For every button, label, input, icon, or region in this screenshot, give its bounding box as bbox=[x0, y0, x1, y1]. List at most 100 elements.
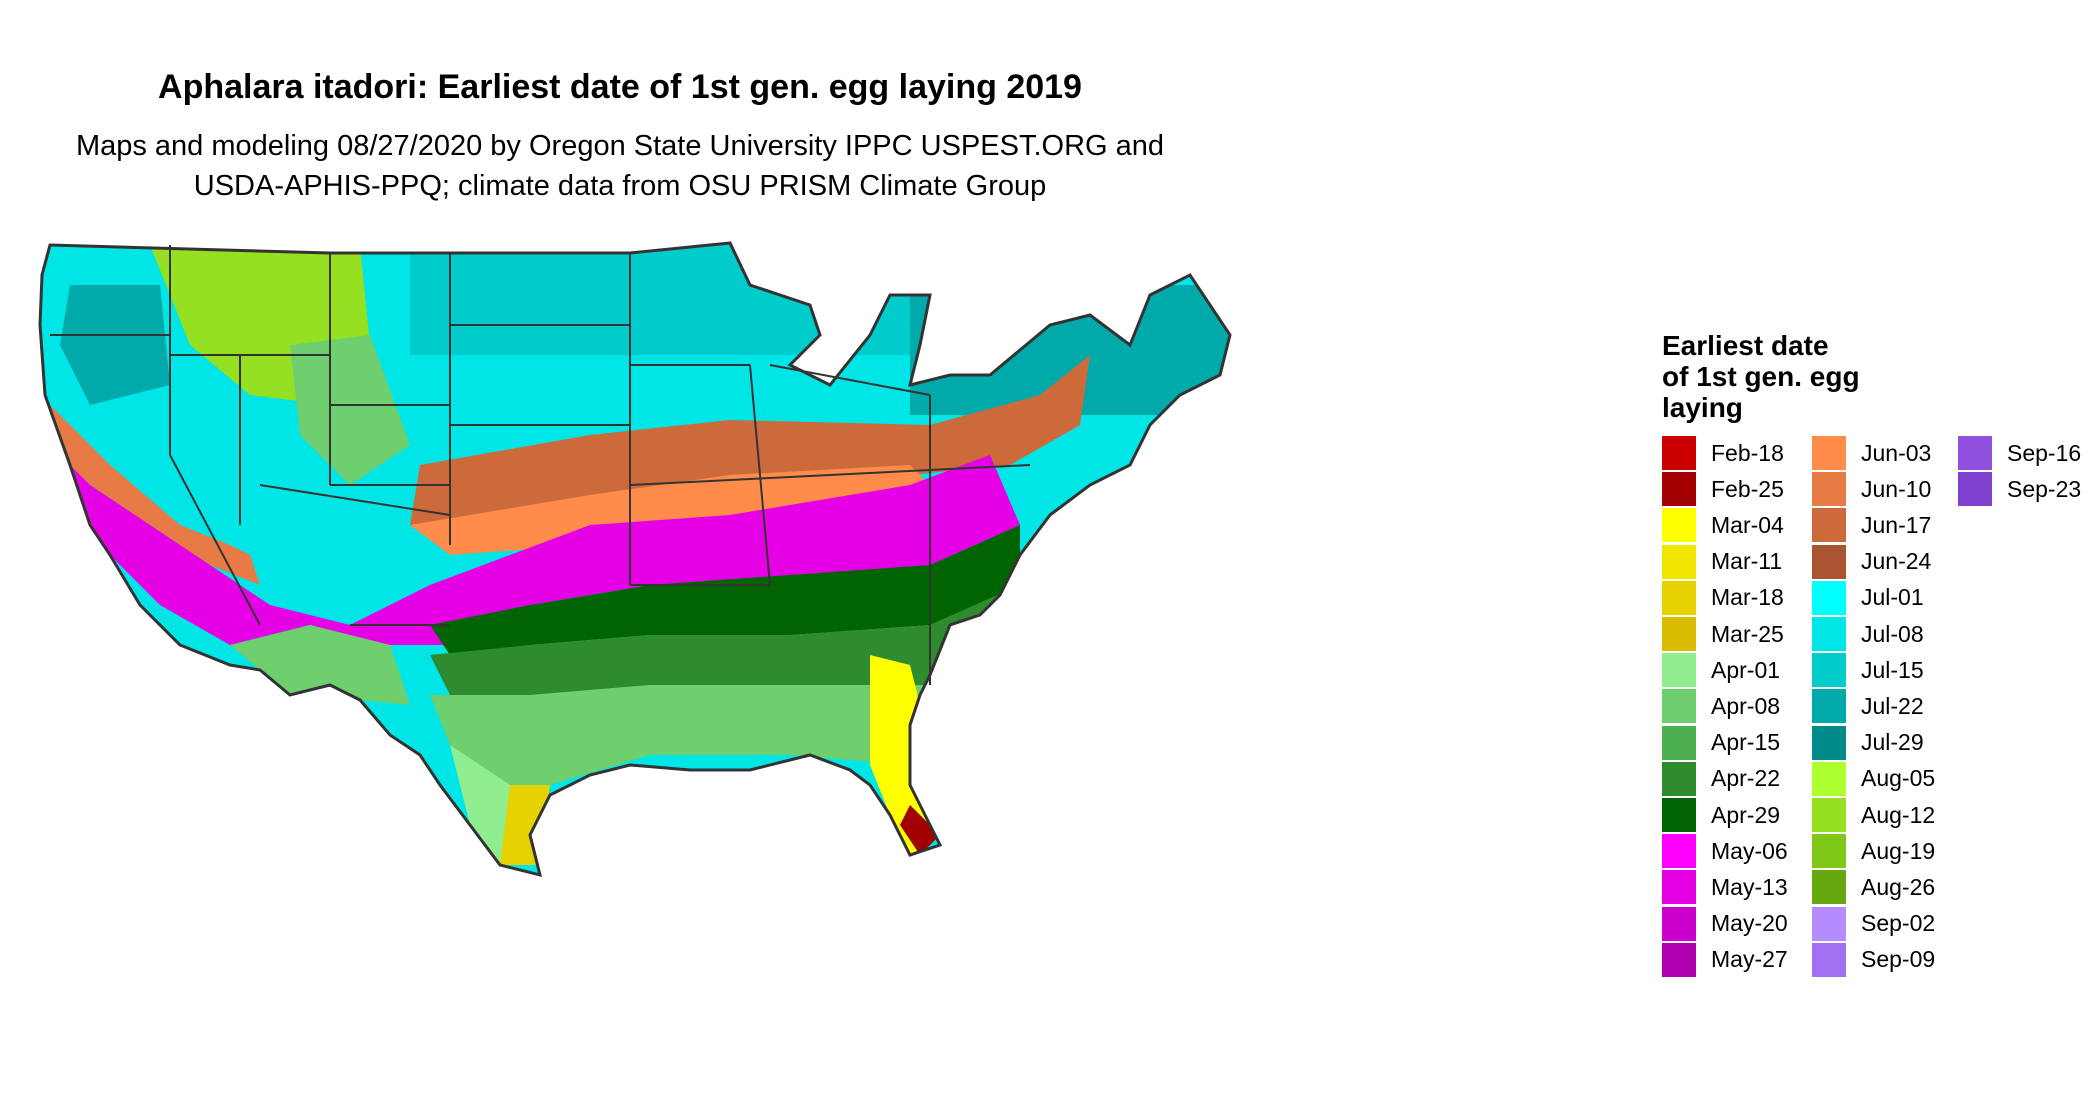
us-map bbox=[38, 241, 1232, 878]
legend-label: Jun-24 bbox=[1861, 548, 1932, 575]
legend-item: Apr-15 bbox=[1662, 725, 1780, 761]
legend-label: Sep-16 bbox=[2007, 439, 2082, 466]
legend-swatch bbox=[1662, 508, 1696, 543]
legend-swatch bbox=[1812, 617, 1846, 651]
legend-swatch bbox=[1662, 906, 1696, 941]
legend-swatch bbox=[1812, 508, 1846, 543]
map-subtitle: Maps and modeling 08/27/2020 by Oregon S… bbox=[0, 126, 1240, 206]
legend-label: Feb-18 bbox=[1711, 439, 1784, 466]
legend-label: Mar-25 bbox=[1711, 620, 1784, 647]
legend-item: May-27 bbox=[1662, 942, 1788, 978]
legend-label: May-13 bbox=[1711, 873, 1788, 900]
legend-label: Mar-04 bbox=[1711, 511, 1784, 538]
legend-item: Aug-05 bbox=[1812, 761, 1935, 797]
legend-swatch bbox=[1812, 580, 1846, 615]
legend-label: Jul-22 bbox=[1861, 692, 1924, 719]
legend-swatch bbox=[1958, 472, 1992, 507]
legend-title-line-3: laying bbox=[1662, 392, 1743, 423]
subtitle-line-2: USDA-APHIS-PPQ; climate data from OSU PR… bbox=[193, 170, 1047, 202]
legend: Earliest date of 1st gen. egg laying Feb… bbox=[1662, 330, 2082, 1010]
legend-swatch bbox=[1662, 580, 1696, 615]
legend-item: Jul-08 bbox=[1812, 616, 1924, 652]
legend-swatch bbox=[1662, 798, 1696, 832]
legend-item: Mar-04 bbox=[1662, 507, 1784, 543]
legend-item: Jul-29 bbox=[1812, 725, 1924, 761]
legend-item: Sep-16 bbox=[1958, 435, 2081, 471]
legend-item: Aug-26 bbox=[1812, 869, 1935, 905]
legend-item: Aug-12 bbox=[1812, 797, 1935, 833]
legend-item: Jun-03 bbox=[1812, 435, 1931, 471]
legend-item: Sep-09 bbox=[1812, 942, 1935, 978]
legend-label: Aug-05 bbox=[1861, 765, 1936, 792]
legend-item: Mar-11 bbox=[1662, 544, 1782, 580]
legend-item: Mar-25 bbox=[1662, 616, 1784, 652]
legend-swatch bbox=[1662, 653, 1696, 688]
legend-swatch bbox=[1812, 725, 1846, 760]
legend-item: Apr-08 bbox=[1662, 688, 1780, 724]
legend-swatch bbox=[1812, 653, 1846, 688]
legend-label: Apr-15 bbox=[1711, 729, 1781, 756]
legend-swatch bbox=[1812, 544, 1846, 579]
legend-item: May-06 bbox=[1662, 833, 1788, 869]
legend-item: Jun-24 bbox=[1812, 544, 1931, 580]
legend-swatch bbox=[1662, 436, 1696, 470]
legend-swatch bbox=[1958, 436, 1992, 470]
legend-swatch bbox=[1662, 689, 1696, 724]
legend-item: Jul-01 bbox=[1812, 580, 1924, 616]
legend-item: Feb-18 bbox=[1662, 435, 1784, 471]
legend-label: Apr-01 bbox=[1711, 656, 1781, 683]
legend-label: Jul-01 bbox=[1861, 584, 1924, 611]
legend-item: May-20 bbox=[1662, 906, 1788, 942]
legend-swatch bbox=[1812, 436, 1846, 470]
legend-label: Apr-08 bbox=[1711, 692, 1781, 719]
legend-title-line-1: Earliest date bbox=[1662, 330, 1829, 361]
legend-label: Jul-15 bbox=[1861, 656, 1924, 683]
legend-label: May-06 bbox=[1711, 837, 1788, 864]
legend-swatch bbox=[1662, 544, 1696, 579]
legend-swatch bbox=[1812, 834, 1846, 869]
legend-swatch bbox=[1662, 617, 1696, 651]
legend-label: Jul-08 bbox=[1861, 620, 1924, 647]
legend-label: Sep-23 bbox=[2007, 475, 2082, 502]
legend-swatch bbox=[1662, 472, 1696, 507]
legend-swatch bbox=[1812, 870, 1846, 905]
subtitle-line-1: Maps and modeling 08/27/2020 by Oregon S… bbox=[75, 130, 1165, 162]
map-title: Aphalara itadori: Earliest date of 1st g… bbox=[158, 68, 1082, 106]
legend-swatch bbox=[1662, 761, 1696, 796]
legend-swatch bbox=[1662, 834, 1696, 869]
legend-label: Mar-11 bbox=[1711, 548, 1783, 575]
legend-label: Apr-29 bbox=[1711, 801, 1781, 828]
legend-label: Aug-19 bbox=[1861, 837, 1936, 864]
legend-swatch bbox=[1812, 761, 1846, 796]
legend-item: Aug-19 bbox=[1812, 833, 1935, 869]
legend-label: Aug-26 bbox=[1861, 873, 1936, 900]
legend-label: Mar-18 bbox=[1711, 584, 1784, 611]
legend-swatch bbox=[1812, 798, 1846, 832]
legend-label: Aug-12 bbox=[1861, 801, 1936, 828]
legend-label: Apr-22 bbox=[1711, 765, 1781, 792]
legend-swatch bbox=[1812, 472, 1846, 507]
legend-title-line-2: of 1st gen. egg bbox=[1662, 361, 1860, 392]
legend-title: Earliest date of 1st gen. egg laying bbox=[1662, 330, 1922, 423]
legend-item: Jul-15 bbox=[1812, 652, 1924, 688]
legend-item: Mar-18 bbox=[1662, 580, 1784, 616]
legend-label: Sep-09 bbox=[1861, 946, 1936, 973]
legend-item: Apr-01 bbox=[1662, 652, 1780, 688]
legend-item: Jun-17 bbox=[1812, 507, 1931, 543]
legend-label: Jul-29 bbox=[1861, 729, 1924, 756]
legend-label: Jun-10 bbox=[1861, 475, 1932, 502]
legend-label: Sep-02 bbox=[1861, 910, 1936, 937]
legend-swatch bbox=[1662, 725, 1696, 760]
legend-label: May-27 bbox=[1711, 946, 1788, 973]
legend-swatch bbox=[1812, 689, 1846, 724]
legend-item: Apr-22 bbox=[1662, 761, 1780, 797]
legend-swatch bbox=[1662, 942, 1696, 977]
legend-swatch bbox=[1812, 942, 1846, 977]
legend-swatch bbox=[1662, 870, 1696, 905]
legend-item: Apr-29 bbox=[1662, 797, 1780, 833]
legend-label: Feb-25 bbox=[1711, 475, 1784, 502]
legend-label: Jun-03 bbox=[1861, 439, 1932, 466]
legend-item: Jun-10 bbox=[1812, 471, 1931, 507]
legend-item: Sep-02 bbox=[1812, 906, 1935, 942]
legend-item: Feb-25 bbox=[1662, 471, 1784, 507]
